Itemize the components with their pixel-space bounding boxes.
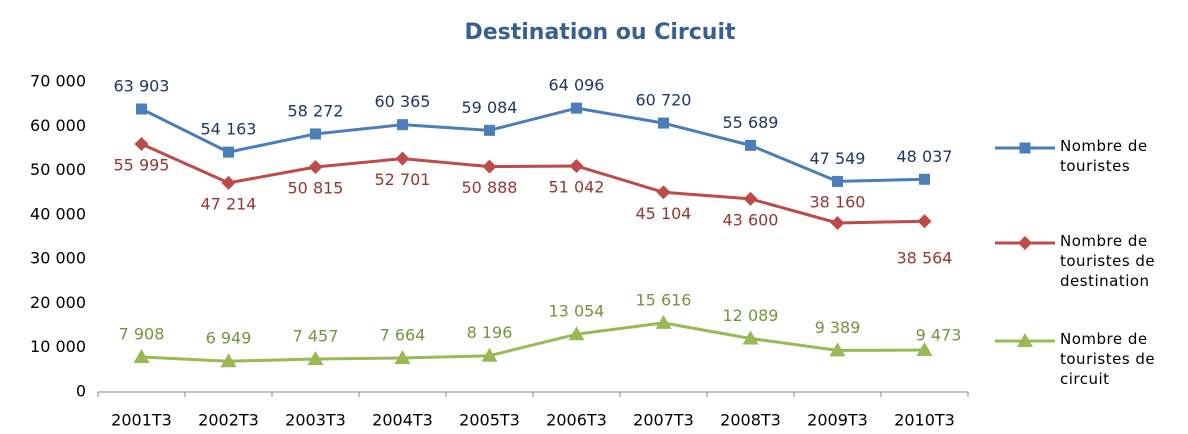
data-point (223, 146, 234, 158)
data-label: 47 214 (201, 194, 257, 213)
x-tick-label: 2009T3 (807, 411, 868, 430)
data-point (134, 137, 149, 152)
data-label: 52 701 (375, 170, 431, 189)
data-label: 9 389 (815, 318, 861, 337)
data-label: 59 084 (462, 98, 518, 117)
data-label: 58 272 (288, 101, 344, 120)
x-tick-label: 2007T3 (633, 411, 694, 430)
y-tick-label: 40 000 (30, 204, 86, 223)
data-point (832, 175, 843, 187)
data-label: 64 096 (549, 76, 605, 95)
data-label: 9 473 (916, 326, 962, 345)
data-point (310, 128, 321, 140)
data-point (658, 117, 669, 129)
y-tick-label: 60 000 (30, 116, 86, 135)
legend-marker (1019, 142, 1031, 154)
x-tick-label: 2010T3 (894, 411, 955, 430)
x-tick-label: 2005T3 (459, 411, 520, 430)
data-point (829, 342, 846, 357)
data-point (307, 350, 324, 365)
x-tick-label: 2002T3 (198, 411, 259, 430)
data-point (743, 191, 758, 206)
data-label: 50 815 (288, 178, 344, 197)
legend-label: Nombre de touristes (1060, 137, 1148, 175)
chart-title: Destination ou Circuit (464, 20, 736, 45)
x-tick-label: 2003T3 (285, 411, 346, 430)
data-label: 45 104 (636, 204, 692, 223)
data-point (656, 185, 671, 200)
data-label: 6 949 (206, 329, 252, 348)
data-label: 55 689 (723, 113, 779, 132)
x-tick-label: 2006T3 (546, 411, 607, 430)
data-point (916, 342, 933, 357)
data-point (482, 159, 497, 174)
data-label: 63 903 (114, 77, 170, 96)
data-point (830, 216, 845, 231)
series-line (141, 321, 925, 363)
data-label: 12 089 (723, 306, 779, 325)
data-label: 55 995 (114, 156, 170, 175)
data-point (397, 119, 408, 131)
data-point (571, 102, 582, 114)
y-tick-label: 0 (76, 382, 86, 401)
y-tick-label: 30 000 (30, 249, 86, 268)
data-point (136, 103, 147, 115)
data-point (745, 139, 756, 151)
y-tick-label: 10 000 (30, 337, 86, 356)
data-point (484, 124, 495, 136)
x-tick-label: 2001T3 (111, 411, 172, 430)
data-label: 7 908 (119, 324, 165, 343)
series-line (140, 142, 925, 225)
data-label: 54 163 (201, 120, 257, 139)
data-label: 51 042 (549, 177, 605, 196)
data-point (308, 159, 323, 174)
data-label: 60 720 (636, 91, 692, 110)
legend-label: Nombre de touristes de circuit (1060, 330, 1156, 388)
x-tick-label: 2008T3 (720, 411, 781, 430)
data-point (394, 350, 411, 365)
y-tick-label: 50 000 (30, 160, 86, 179)
y-tick-label: 20 000 (30, 293, 86, 312)
x-tick-label: 2004T3 (372, 411, 433, 430)
data-point (919, 173, 930, 185)
data-label: 38 160 (810, 193, 866, 212)
data-label: 8 196 (467, 323, 513, 342)
legend-marker (1017, 333, 1033, 347)
data-point (220, 353, 237, 368)
data-point (221, 175, 236, 190)
data-point (568, 326, 585, 341)
data-label: 47 549 (810, 149, 866, 168)
data-label: 7 457 (293, 326, 339, 345)
data-label: 7 664 (380, 326, 426, 345)
data-point (395, 151, 410, 166)
data-label: 15 616 (636, 290, 692, 309)
data-label: 48 037 (897, 147, 953, 166)
data-label: 60 365 (375, 92, 431, 111)
data-point (655, 314, 672, 329)
data-point (569, 158, 584, 173)
data-label: 13 054 (549, 302, 605, 321)
series-line (140, 106, 925, 183)
legend-label: Nombre de touristes de destination (1060, 232, 1156, 290)
data-label: 38 564 (897, 249, 953, 268)
data-label: 43 600 (723, 210, 779, 229)
data-point (481, 347, 498, 362)
data-point (917, 214, 932, 229)
data-point (133, 348, 150, 363)
data-label: 50 888 (462, 178, 518, 197)
legend-marker (1018, 236, 1032, 250)
data-point (742, 330, 759, 345)
y-tick-label: 70 000 (30, 72, 86, 91)
